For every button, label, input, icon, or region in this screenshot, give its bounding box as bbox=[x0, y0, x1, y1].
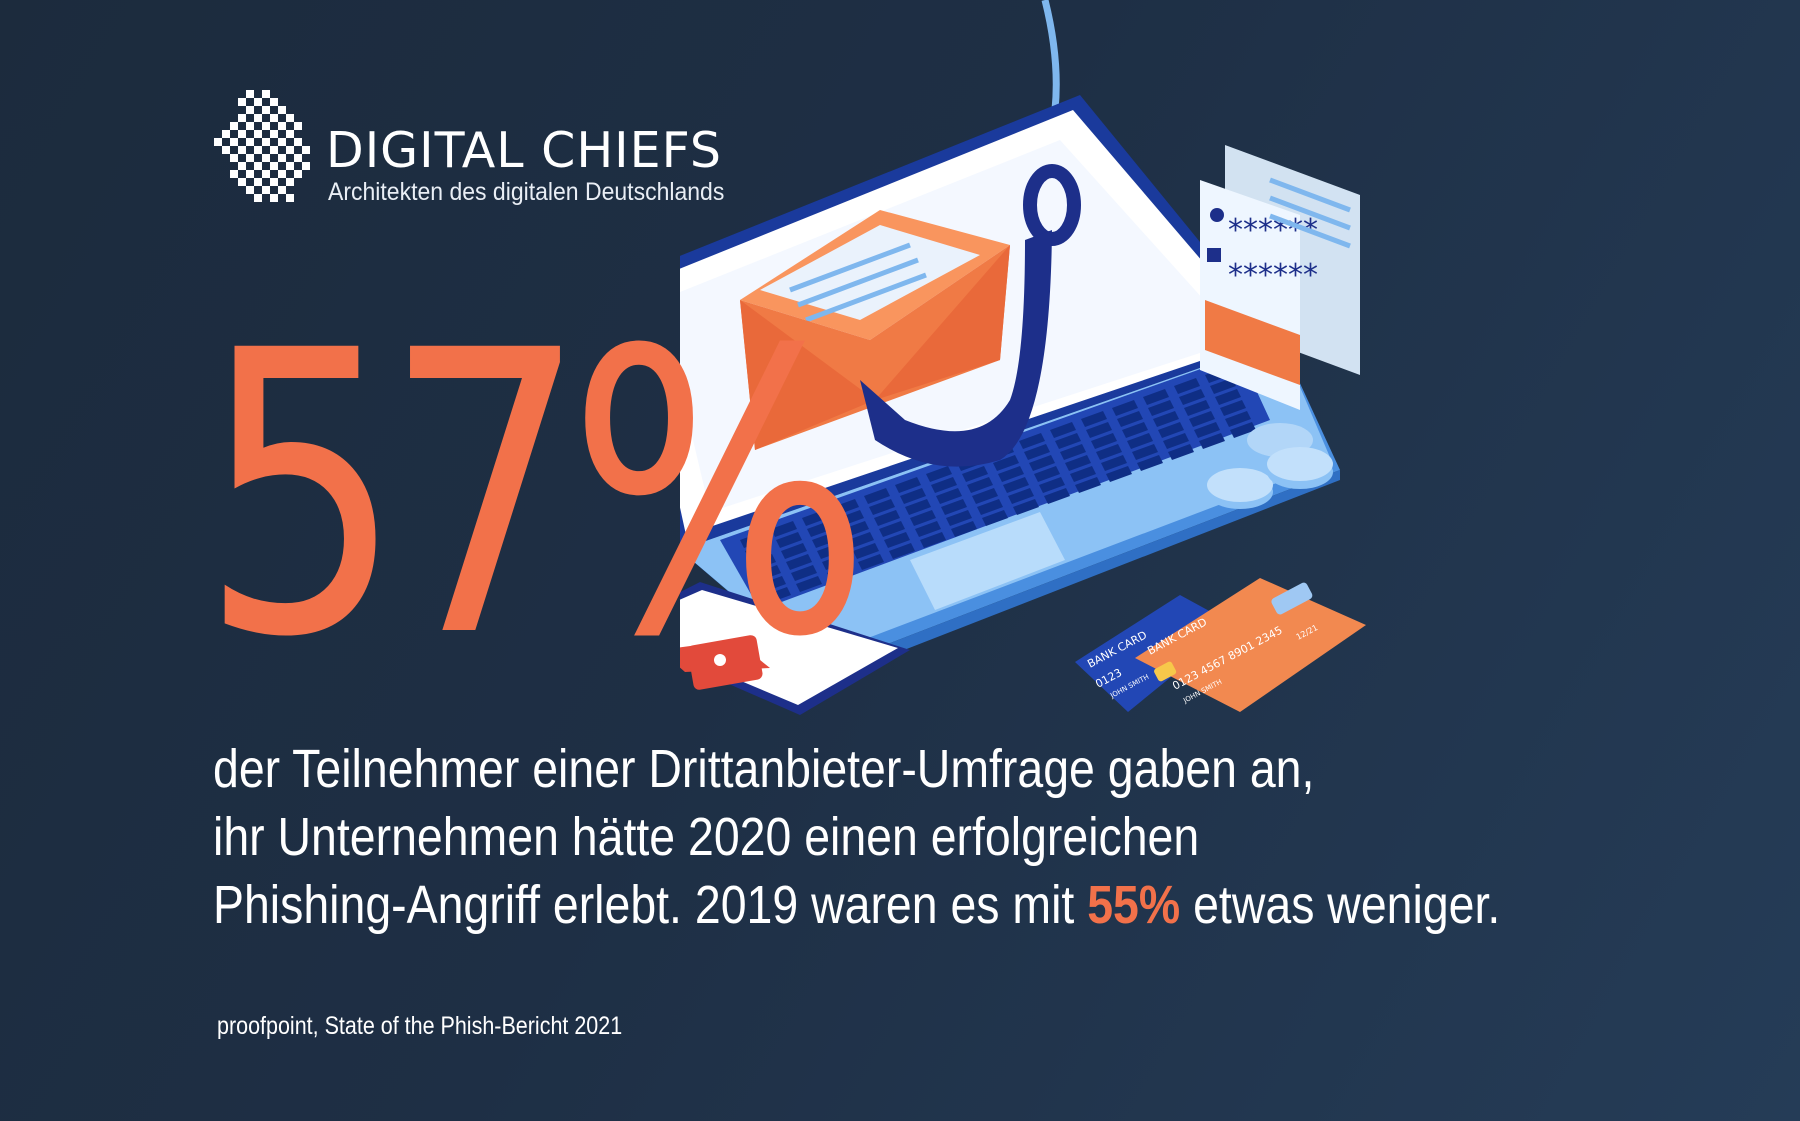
email-envelope-icon bbox=[740, 210, 1010, 450]
brand-name: DIGITAL CHIEFS bbox=[326, 122, 723, 179]
fishing-hook-icon bbox=[860, 164, 1081, 467]
body-line-3: Phishing-Angriff erlebt. 2019 waren es m… bbox=[213, 871, 1500, 939]
smartphone-lock-icon bbox=[680, 582, 910, 715]
coins-icon bbox=[1207, 423, 1333, 509]
password-mask-2: ****** bbox=[1228, 258, 1318, 293]
body-line-1: der Teilnehmer einer Drittanbieter-Umfra… bbox=[213, 739, 1315, 799]
body-line-3-start: Phishing-Angriff erlebt. 2019 waren es m… bbox=[213, 875, 1088, 935]
source-citation: proofpoint, State of the Phish-Bericht 2… bbox=[217, 1012, 623, 1040]
body-text: der Teilnehmer einer Drittanbieter-Umfra… bbox=[213, 735, 1500, 939]
bank-card-icon: BANK CARD 0123 JOHN SMITH BANK CARD 0123… bbox=[1075, 578, 1366, 712]
body-line-2: ihr Unternehmen hätte 2020 einen erfolgr… bbox=[213, 807, 1200, 867]
brand-tagline: Architekten des digitalen Deutschlands bbox=[328, 178, 725, 206]
login-form-icon: ****** ****** bbox=[1200, 145, 1360, 410]
phishing-illustration: ****** ****** BANK CARD 0123 JOHN SMITH bbox=[680, 0, 1366, 715]
headline-stat: 57% bbox=[200, 268, 871, 722]
highlight-stat: 55% bbox=[1087, 875, 1181, 935]
body-line-3-end: etwas weniger. bbox=[1180, 875, 1501, 935]
checkerboard-map-icon bbox=[214, 90, 310, 202]
